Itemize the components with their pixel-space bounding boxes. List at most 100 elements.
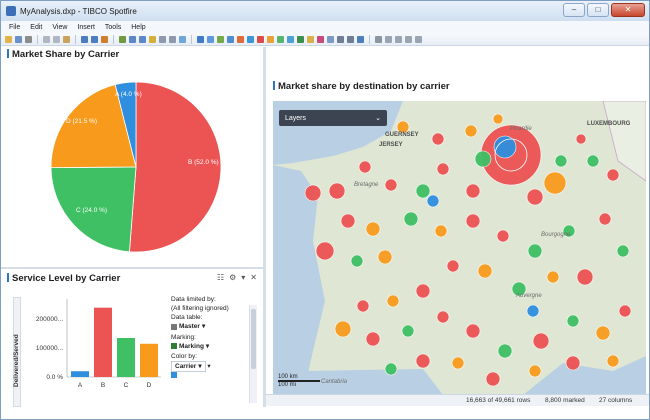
map-bubble[interactable] [497, 343, 513, 359]
pie-slice[interactable] [50, 166, 137, 253]
map-bubble[interactable] [606, 168, 620, 182]
dropdown-icon[interactable]: ▾ [241, 273, 246, 282]
map-bubble[interactable] [526, 188, 544, 206]
menu-edit[interactable]: Edit [30, 23, 43, 31]
map-bubble[interactable] [403, 211, 419, 227]
map-bubble[interactable] [566, 314, 580, 328]
map-bubble[interactable] [554, 154, 568, 168]
3d-scatter-icon[interactable] [287, 35, 294, 43]
map-bubble[interactable] [546, 270, 560, 284]
bar[interactable] [71, 371, 89, 377]
save-icon[interactable] [15, 35, 22, 43]
map-bubble[interactable] [304, 184, 322, 202]
map-bubble[interactable] [496, 229, 510, 243]
map-bubble[interactable] [436, 162, 450, 176]
map-bubble[interactable] [436, 310, 450, 324]
undo-icon[interactable] [81, 35, 88, 43]
map-bubble[interactable] [434, 224, 448, 238]
map-bubble[interactable] [365, 221, 381, 237]
layout-grid-icon[interactable] [405, 35, 412, 43]
layout-split-icon[interactable] [395, 35, 402, 43]
map-bubble[interactable] [377, 249, 393, 265]
map-bubble[interactable] [451, 356, 465, 370]
menu-view[interactable]: View [52, 23, 68, 31]
pie-slice[interactable] [128, 81, 222, 253]
map-canvas[interactable] [273, 101, 646, 395]
map-bubble[interactable] [415, 183, 431, 199]
map-bubble[interactable] [446, 259, 460, 273]
panel-splitter[interactable] [263, 47, 266, 407]
close-button[interactable]: ✕ [611, 3, 645, 17]
new-page-icon[interactable] [197, 35, 204, 43]
text-area-icon[interactable] [357, 35, 364, 43]
table-view-icon[interactable] [207, 35, 214, 43]
map-bubble[interactable] [315, 241, 335, 261]
menu-tools[interactable]: Tools [104, 23, 122, 31]
map-bubble[interactable] [365, 331, 381, 347]
reload-icon[interactable] [101, 35, 108, 43]
map-bubble[interactable] [356, 299, 370, 313]
map-bubble[interactable] [618, 304, 632, 318]
legend-scrollbar[interactable] [249, 305, 257, 403]
map-bubble[interactable] [465, 183, 481, 199]
copy-icon[interactable] [53, 35, 60, 43]
bar-chart-icon[interactable] [237, 35, 244, 43]
cut-icon[interactable] [43, 35, 50, 43]
map-bubble[interactable] [396, 120, 410, 134]
map-bubble[interactable] [477, 263, 493, 279]
settings-icon[interactable] [375, 35, 382, 43]
map-bubble[interactable] [485, 371, 501, 387]
map-bubble[interactable] [328, 182, 346, 200]
details-icon[interactable] [129, 35, 136, 43]
bar[interactable] [94, 307, 112, 377]
map-bubble[interactable] [565, 355, 581, 371]
map-bubble[interactable] [401, 324, 415, 338]
scatter-plot-icon[interactable] [277, 35, 284, 43]
treemap-icon[interactable] [307, 35, 314, 43]
map-bubble[interactable] [465, 323, 481, 339]
summary-table-icon[interactable] [337, 35, 344, 43]
map-bubble[interactable] [340, 213, 356, 229]
map-bubble[interactable] [511, 281, 527, 297]
map-bubble[interactable] [334, 320, 352, 338]
crosstable-icon[interactable] [217, 35, 224, 43]
map-bubble[interactable] [543, 171, 567, 195]
paste-icon[interactable] [63, 35, 70, 43]
pie-chart[interactable]: B (52.0 %) C (24.0 %) D (21.5 %) A (4.0 %) [1, 47, 263, 269]
line-chart-icon[interactable] [247, 35, 254, 43]
settings-icon[interactable]: ⚙ [229, 273, 237, 282]
pie-slice[interactable] [114, 81, 137, 168]
graphical-table-icon[interactable] [227, 35, 234, 43]
pie-chart-icon[interactable] [267, 35, 274, 43]
color-by-selector[interactable]: Carrier ▾ ▾ [171, 361, 229, 372]
panel-splitter-h[interactable] [1, 267, 263, 269]
map-bubble[interactable] [606, 354, 620, 368]
redo-icon[interactable] [91, 35, 98, 43]
map-bubble[interactable] [598, 212, 612, 226]
close-panel-icon[interactable]: ✕ [250, 273, 257, 282]
map-bubble[interactable] [358, 160, 372, 174]
color-options-icon[interactable]: ▾ [207, 363, 211, 370]
parallel-coords-icon[interactable] [327, 35, 334, 43]
map-bubble[interactable] [586, 154, 600, 168]
map-bubble[interactable] [493, 135, 517, 159]
map-bubble[interactable] [474, 150, 492, 168]
map-bubble[interactable] [384, 362, 398, 376]
map-bubble[interactable] [492, 113, 504, 125]
map-bubble[interactable] [576, 268, 594, 286]
map-bubble[interactable] [386, 294, 400, 308]
map-chart-icon[interactable] [297, 35, 304, 43]
menu-help[interactable]: Help [131, 23, 146, 31]
tag-icon[interactable] [149, 35, 156, 43]
map-bubble[interactable] [426, 194, 440, 208]
box-plot-icon[interactable] [347, 35, 354, 43]
list-icon[interactable] [159, 35, 166, 43]
data-table-selector[interactable]: Master ▾ [171, 322, 229, 333]
bar[interactable] [140, 343, 158, 377]
map-layer[interactable] [273, 101, 646, 395]
map-bubble[interactable] [595, 325, 611, 341]
heat-map-icon[interactable] [317, 35, 324, 43]
map-bubble[interactable] [415, 353, 431, 369]
layout-icon[interactable] [385, 35, 392, 43]
pie-slice[interactable] [50, 84, 137, 169]
